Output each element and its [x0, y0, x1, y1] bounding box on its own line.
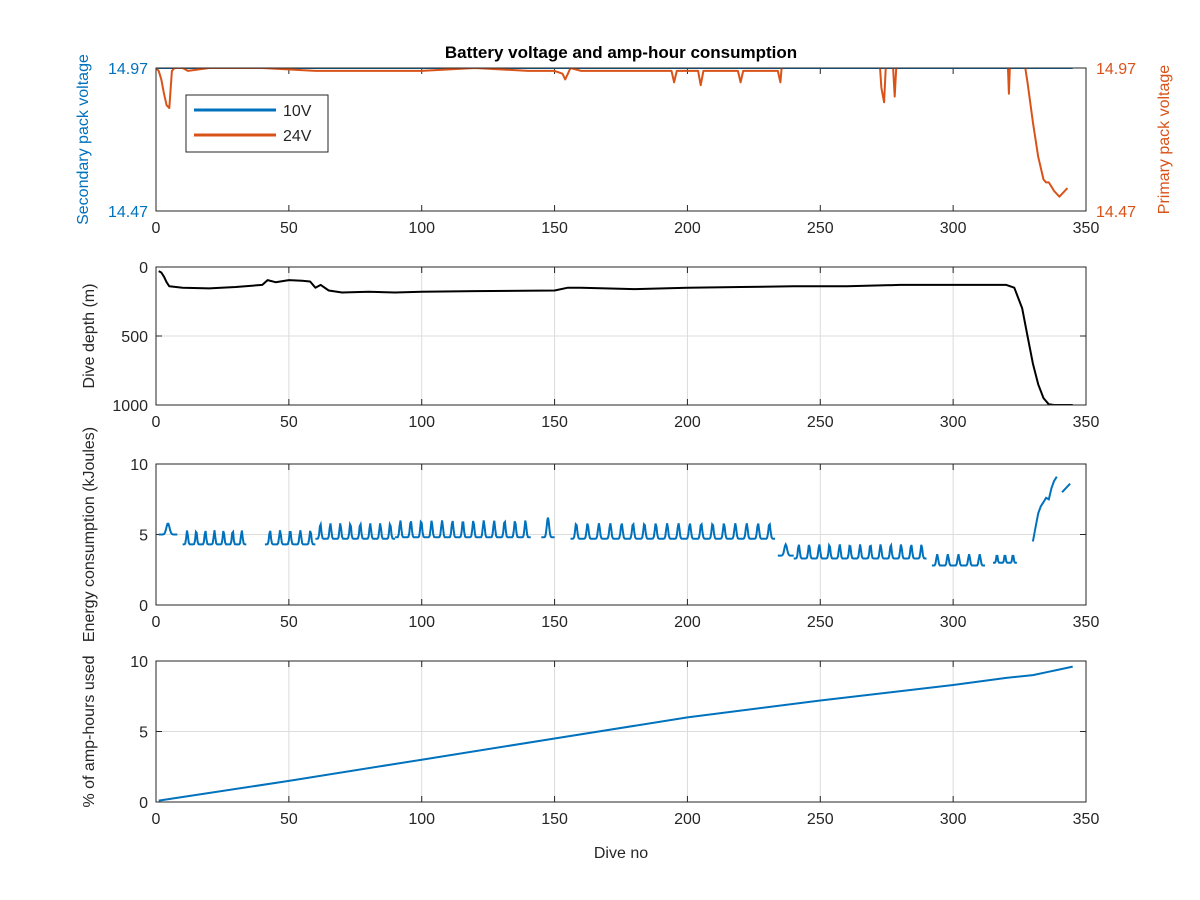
series-line-segment — [993, 554, 1017, 564]
x-tick-label: 250 — [807, 414, 834, 431]
series-line-segment — [777, 541, 794, 557]
x-tick-label: 200 — [674, 614, 701, 631]
series-group — [158, 270, 1073, 405]
axes-frame — [155, 266, 1087, 406]
series-group — [156, 68, 1073, 198]
chart-panel-1: 0 50 100 150 200 250 300 35014.4714.9714.4714.9… — [75, 54, 1173, 237]
axes-frame — [155, 463, 1087, 606]
x-tick-label: 50 — [280, 414, 298, 431]
series-line-segment — [395, 519, 531, 539]
y-axis-label-left: Secondary pack voltage — [75, 54, 92, 225]
x-tick-label: 250 — [807, 811, 834, 828]
legend-label: 10V — [283, 103, 312, 120]
y-tick-label: 1000 — [112, 398, 148, 415]
legend-label: 24V — [283, 128, 312, 145]
series-line-segment — [264, 530, 316, 546]
series-line — [158, 270, 1073, 405]
y-tick-label-left: 14.97 — [108, 61, 148, 78]
x-tick-label: 350 — [1073, 220, 1100, 237]
x-tick-label: 0 — [152, 614, 161, 631]
y-axis-label: Energy consumption (kJoules) — [81, 427, 98, 642]
x-tick-label: 50 — [280, 220, 298, 237]
axes-frame — [155, 67, 1087, 212]
series-line-tail — [1061, 483, 1071, 493]
series-line-segment — [158, 522, 178, 536]
x-tick-label: 0 — [152, 811, 161, 828]
series-line-segment — [793, 542, 927, 560]
x-tick-label: 300 — [940, 220, 967, 237]
y-tick-label: 500 — [121, 329, 148, 346]
series-line-segment — [541, 517, 555, 539]
y-tick-label: 5 — [139, 528, 148, 545]
x-axis-label: Dive no — [594, 845, 648, 862]
y-axis-label-right: Primary pack voltage — [1156, 65, 1173, 214]
x-tick-label: 100 — [408, 811, 435, 828]
chart-panel-2: 0 50 100 150 200 250 300 350 0 500 1000 Dive depth … — [81, 260, 1099, 431]
y-axis-label: Dive depth (m) — [81, 284, 98, 389]
y-tick-label: 0 — [139, 795, 148, 812]
y-axis-label: % of amp-hours used — [81, 655, 98, 807]
y-tick-label: 10 — [130, 457, 148, 474]
chart-title: Battery voltage and amp-hour consumption — [445, 43, 797, 62]
y-tick-label-left: 14.47 — [108, 204, 148, 221]
legend-box — [185, 94, 329, 153]
y-tick-label: 0 — [139, 260, 148, 277]
x-tick-label: 300 — [940, 811, 967, 828]
y-tick-label-right: 14.97 — [1096, 61, 1136, 78]
series-group — [158, 665, 1073, 802]
series-line-segment — [315, 520, 396, 540]
y-tick-label: 5 — [139, 725, 148, 742]
x-tick-label: 100 — [408, 220, 435, 237]
x-tick-label: 250 — [807, 614, 834, 631]
x-tick-label: 150 — [541, 614, 568, 631]
series-line-segment — [182, 529, 247, 546]
series-line — [158, 665, 1073, 802]
series-group — [158, 476, 1071, 567]
axes-frame — [155, 660, 1087, 803]
y-tick-label-right: 14.47 — [1096, 204, 1136, 221]
x-tick-label: 100 — [408, 414, 435, 431]
x-tick-label: 0 — [152, 414, 161, 431]
chart-panel-4: 0 50 100 150 200 250 300 350 0 5 10 % of amp-hours … — [81, 654, 1099, 862]
x-tick-label: 200 — [674, 811, 701, 828]
y-tick-label: 10 — [130, 654, 148, 671]
x-tick-label: 300 — [940, 614, 967, 631]
panels: 0 50 100 150 200 250 300 35014.4714.9714.4714.9… — [75, 54, 1173, 862]
series-line-segment — [931, 553, 985, 567]
y-tick-label: 0 — [139, 598, 148, 615]
x-tick-label: 150 — [541, 220, 568, 237]
x-tick-label: 350 — [1073, 414, 1100, 431]
x-tick-label: 250 — [807, 220, 834, 237]
x-tick-label: 150 — [541, 811, 568, 828]
x-tick-label: 200 — [674, 414, 701, 431]
series-line-segment — [570, 521, 776, 540]
x-tick-label: 0 — [152, 220, 161, 237]
chart-panel-3: 0 50 100 150 200 250 300 350 0 5 10 Energy consumpt… — [81, 427, 1099, 642]
x-tick-label: 100 — [408, 614, 435, 631]
x-tick-label: 50 — [280, 614, 298, 631]
series-line-tail — [1031, 476, 1058, 542]
x-tick-label: 350 — [1073, 614, 1100, 631]
series-line-24V — [156, 68, 1069, 198]
x-tick-label: 200 — [674, 220, 701, 237]
x-tick-label: 350 — [1073, 811, 1100, 828]
x-tick-label: 150 — [541, 414, 568, 431]
x-tick-label: 300 — [940, 414, 967, 431]
x-tick-label: 50 — [280, 811, 298, 828]
